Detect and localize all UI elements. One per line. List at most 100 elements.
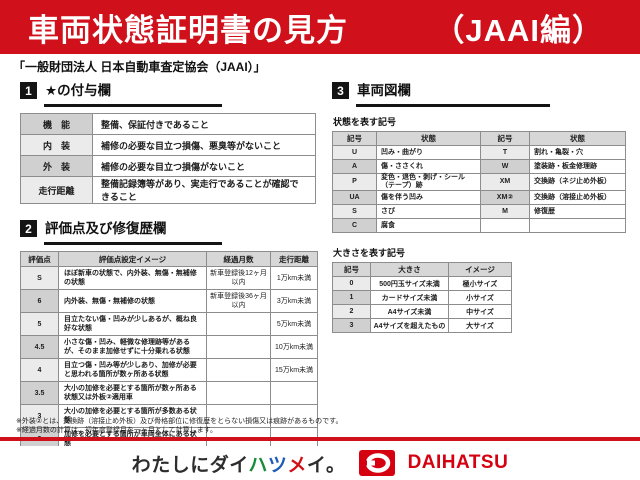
state-cell: 塗装跡・板金修理跡 (529, 159, 626, 174)
size-row: 3 A4サイズを超えたもの 大サイズ (332, 318, 512, 333)
symbol-cell: XM (480, 173, 530, 191)
score-cell: 5 (20, 312, 59, 336)
footnote-line: ※外装②とは、交換跡（溶接止め外板）及び骨格部位に修復歴をとらない損傷又は痕跡が… (16, 418, 343, 425)
score-cell: 3.5 (20, 381, 59, 405)
size-table-header-row: 記号 大きさ イメージ (332, 262, 512, 277)
symbol-cell: P (332, 173, 377, 191)
section1-title: ★の付与欄 (45, 83, 112, 98)
section3-title-rule: 車両図欄 (356, 82, 550, 107)
page-title-edition: （JAAI編） (433, 12, 604, 48)
symbol-cell: 3 (332, 318, 371, 333)
star-row-label: 走行距離 (20, 176, 93, 204)
symbol-cell: M (480, 204, 530, 219)
image-cell: 極小サイズ (448, 276, 512, 291)
symbol-cell: 0 (332, 276, 371, 291)
score-cell: 4.5 (20, 335, 59, 359)
state-row: C 腐食 (332, 218, 626, 233)
section3-number-box: 3 (332, 82, 349, 99)
size-table-label: 大きさを表す記号 (333, 248, 406, 258)
symbol-cell: UA (332, 190, 377, 205)
org-line: 「一般財団法人 日本自動車査定協会（JAAI）」 (13, 60, 266, 74)
state-cell: 変色・退色・剥げ・シール（テープ）跡 (376, 173, 481, 191)
state-row: UA 傷を伴う凹み XM② 交換跡（溶接止め外板） (332, 190, 626, 205)
symbol-cell: T (480, 145, 530, 160)
column-header: 記号 (332, 262, 371, 277)
section3-header: 3 車両図欄 (332, 82, 628, 107)
km-cell: 15万km未満 (270, 358, 318, 382)
km-cell: 1万km未満 (270, 266, 318, 290)
image-cell: 中サイズ (448, 304, 512, 319)
size-row: 1 カードサイズ未満 小サイズ (332, 290, 512, 305)
section1-number-box: 1 (20, 82, 37, 99)
page-header: 車両状態証明書の見方 （JAAI編） (0, 0, 640, 54)
column-header: イメージ (448, 262, 512, 277)
state-cell: 修復歴 (529, 204, 626, 219)
daihatsu-wordmark: DAIHATSU (407, 452, 509, 473)
desc-cell: 目立つ傷・凹み等が少しあり、加修が必要と思われる箇所が数ヶ所ある状態 (58, 358, 207, 382)
size-row: 2 A4サイズ未満 中サイズ (332, 304, 512, 319)
section2-header: 2 評価点及び修復歴欄 (20, 220, 318, 245)
section2-number-box: 2 (20, 220, 37, 237)
star-row-desc: 整備、保証付きであること (92, 113, 316, 135)
km-cell: 3万km未満 (270, 289, 318, 313)
column-header: 経過月数 (206, 251, 271, 267)
daihatsu-slogan: わたしにダイハツメイ。 (131, 454, 346, 476)
desc-cell: ほぼ新車の状態で、内外装、無傷・無補修の状態 (58, 266, 207, 290)
footnotes: ※外装②とは、交換跡（溶接止め外板）及び骨格部位に修復歴をとらない損傷又は痕跡が… (16, 417, 342, 435)
months-cell: 新車登録後36ヶ月以内 (206, 289, 271, 313)
state-row: U 凹み・曲がり T 割れ・亀裂・穴 (332, 145, 626, 160)
symbol-cell (480, 218, 530, 233)
star-table-row: 内 装 補修の必要な目立つ損傷、悪臭等がないこと (20, 134, 316, 156)
section2-title-rule: 評価点及び修復歴欄 (44, 220, 222, 245)
state-cell: 割れ・亀裂・穴 (529, 145, 626, 160)
evaluation-row: 4 目立つ傷・凹み等が少しあり、加修が必要と思われる箇所が数ヶ所ある状態 15万… (20, 358, 318, 382)
symbol-cell: W (480, 159, 530, 174)
size-symbol-table: 記号 大きさ イメージ 0 500円玉サイズ未満 極小サイズ 1 カードサイズ未… (332, 262, 512, 333)
km-cell: 10万km未満 (270, 335, 318, 359)
evaluation-row: 6 内外装、無傷・無補修の状態 新車登録後36ヶ月以内 3万km未満 (20, 289, 318, 313)
state-table-label: 状態を表す記号 (333, 117, 397, 127)
footer: わたしにダイハツメイ。 DAIHATSU (0, 446, 640, 480)
column-header: 状態 (529, 131, 626, 146)
column-header: 大きさ (370, 262, 449, 277)
star-table-row: 機 能 整備、保証付きであること (20, 113, 316, 135)
right-column: 3 車両図欄 状態を表す記号 記号 状態 記号 状態 U 凹み・曲がり T 割れ… (332, 82, 628, 333)
evaluation-table: 評価点 評価点設定イメージ 経過月数 走行距離 S ほぼ新車の状態で、内外装、無… (20, 251, 318, 479)
symbol-cell: S (332, 204, 377, 219)
image-cell: 小サイズ (448, 290, 512, 305)
symbol-cell: C (332, 218, 377, 233)
image-cell: 大サイズ (448, 318, 512, 333)
evaluation-row: 3.5 大小の加修を必要とする箇所が数ヶ所ある状態又は外板②適用車 (20, 381, 318, 405)
size-cell: A4サイズを超えたもの (370, 318, 449, 333)
evaluation-row: 4.5 小さな傷・凹み、軽微な修理跡等があるが、そのまま加修せずに十分乗れる状態… (20, 335, 318, 359)
symbol-cell: 1 (332, 290, 371, 305)
column-header: 走行距離 (270, 251, 318, 267)
symbol-cell: U (332, 145, 377, 160)
column-header: 評価点 (20, 251, 59, 267)
bottom-red-divider (0, 437, 640, 441)
size-cell: A4サイズ未満 (370, 304, 449, 319)
star-row-label: 外 装 (20, 155, 93, 177)
desc-cell: 目立たない傷・凹みが少しあるが、概ね良好な状態 (58, 312, 207, 336)
symbol-cell: XM② (480, 190, 530, 205)
symbol-cell: 2 (332, 304, 371, 319)
star-row-desc: 補修の必要な目立つ損傷、悪臭等がないこと (92, 134, 316, 156)
months-cell (206, 312, 271, 336)
state-symbol-table: 記号 状態 記号 状態 U 凹み・曲がり T 割れ・亀裂・穴 A 傷・ささくれ … (332, 131, 626, 233)
star-row-desc: 整備記録簿等があり、実走行であることが確認できること (92, 176, 316, 204)
daihatsu-logo-icon (358, 450, 395, 476)
state-cell: 傷を伴う凹み (376, 190, 481, 205)
desc-cell: 大小の加修を必要とする箇所が数ヶ所ある状態又は外板②適用車 (58, 381, 207, 405)
column-header: 状態 (376, 131, 481, 146)
score-cell: 4 (20, 358, 59, 382)
state-cell: さび (376, 204, 481, 219)
size-cell: 500円玉サイズ未満 (370, 276, 449, 291)
section3-title: 車両図欄 (357, 83, 411, 98)
section1-title-rule: ★の付与欄 (44, 82, 222, 107)
section2-title: 評価点及び修復歴欄 (45, 221, 167, 236)
size-row: 0 500円玉サイズ未満 極小サイズ (332, 276, 512, 291)
star-row-label: 内 装 (20, 134, 93, 156)
score-cell: 6 (20, 289, 59, 313)
evaluation-table-header-row: 評価点 評価点設定イメージ 経過月数 走行距離 (20, 251, 318, 267)
